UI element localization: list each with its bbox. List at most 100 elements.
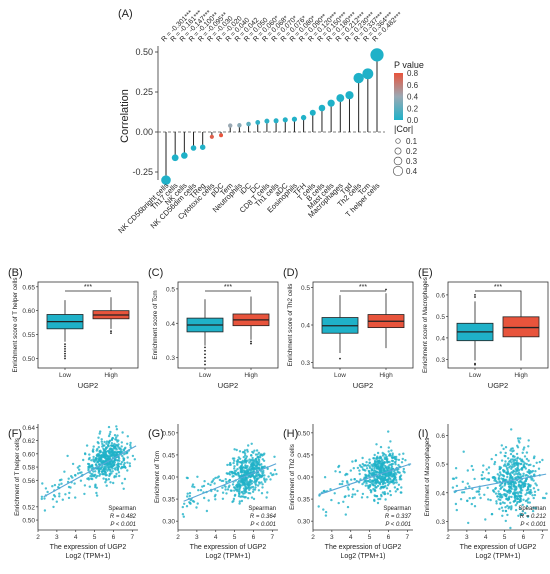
scatter-point xyxy=(361,492,365,496)
scatter-point xyxy=(389,493,392,497)
scatter-point xyxy=(216,489,219,493)
scatter-point xyxy=(517,476,520,479)
scatter-point xyxy=(379,497,382,501)
scatter-point xyxy=(231,500,234,504)
scatter-point xyxy=(392,456,396,459)
scatter-point xyxy=(347,488,350,491)
scatter-point xyxy=(257,458,260,461)
scatter-point xyxy=(497,490,500,493)
legend-pvalue-tick-label: 0.4 xyxy=(407,93,419,102)
scatter-point xyxy=(376,451,380,455)
scatter-point xyxy=(346,481,349,484)
scatter-point xyxy=(478,493,481,496)
scatter-point xyxy=(496,495,499,498)
scatter-point xyxy=(52,505,55,509)
x-axis-label: The expression of UGP2 xyxy=(460,544,537,551)
scatter-point xyxy=(506,513,509,517)
scatter-point xyxy=(519,512,522,516)
scatter-point xyxy=(114,443,118,447)
scatter-point xyxy=(242,466,245,469)
scatter-point xyxy=(383,485,386,489)
scatter-point xyxy=(510,505,513,508)
scatter-point xyxy=(374,489,377,492)
scatter-point xyxy=(358,469,361,472)
x-tick-label: Low xyxy=(199,372,211,379)
scatter-point xyxy=(505,495,508,498)
scatter-point xyxy=(122,463,126,466)
scatter-point xyxy=(512,449,515,452)
scatter-point xyxy=(525,451,529,454)
scatter-point xyxy=(201,485,204,488)
scatter-point xyxy=(380,458,383,461)
scatter-point xyxy=(368,458,371,461)
scatter-point xyxy=(114,445,117,448)
scatter-point xyxy=(249,479,252,483)
scatter-point xyxy=(87,469,90,472)
scatter-point xyxy=(237,494,241,498)
box-body xyxy=(502,316,540,338)
scatter-point xyxy=(516,456,519,459)
scatter-point xyxy=(508,473,512,476)
y-tick-label: 0.60 xyxy=(22,308,35,315)
scatter-point xyxy=(107,462,110,466)
scatter-point xyxy=(524,493,527,496)
scatter-point xyxy=(501,514,504,517)
scatter-point xyxy=(380,460,383,463)
scatter-point xyxy=(242,487,246,490)
scatter-point xyxy=(106,469,109,472)
scatter-point xyxy=(129,443,132,447)
scatter-point xyxy=(246,497,250,500)
scatter-point xyxy=(504,451,507,455)
regression-line xyxy=(183,463,277,502)
scatter-point xyxy=(243,483,246,486)
scatter-point xyxy=(83,492,86,496)
scatter-point xyxy=(372,483,375,486)
lollipop-dot xyxy=(255,120,261,125)
scatter-point xyxy=(506,471,509,474)
scatter-point xyxy=(257,489,261,492)
scatter-point xyxy=(233,467,236,470)
stats-method: Spearman xyxy=(383,506,411,512)
scatter-point xyxy=(98,432,101,435)
scatter-point xyxy=(374,480,377,484)
scatter-point xyxy=(512,500,516,503)
y-tick-label: 0.50 xyxy=(162,430,175,437)
x-tick-label: Low xyxy=(334,372,346,379)
scatter-point xyxy=(390,472,393,475)
scatter-point xyxy=(251,490,255,493)
scatter-point xyxy=(121,454,124,458)
scatter-point xyxy=(390,449,393,452)
scatter-point xyxy=(246,464,249,468)
scatter-point xyxy=(97,436,100,439)
scatter-point xyxy=(124,452,128,455)
scatter-point xyxy=(395,481,398,484)
scatter-point xyxy=(503,454,506,458)
scatter-point xyxy=(514,468,517,471)
y-tick-label: 0.3 xyxy=(436,519,445,526)
scatter-point xyxy=(253,449,256,452)
scatter-point xyxy=(244,465,247,468)
scatter-point xyxy=(128,464,132,468)
legend-cor-label: 0.4 xyxy=(406,167,418,176)
scatter-point xyxy=(238,450,242,453)
scatter-point xyxy=(383,492,387,496)
scatter-point xyxy=(526,470,529,474)
scatter-point xyxy=(92,450,95,453)
scatter-point xyxy=(63,470,66,473)
scatter-point xyxy=(397,483,401,486)
scatter-point xyxy=(473,505,477,508)
lollipop-dot xyxy=(264,118,270,124)
y-tick-label: 0.50 xyxy=(297,430,310,437)
scatter-point xyxy=(251,456,254,460)
scatter-point xyxy=(182,515,185,518)
scatter-point xyxy=(255,473,258,476)
scatter-point xyxy=(117,471,121,474)
scatter-point xyxy=(364,473,367,476)
y-tick-label: 0.30 xyxy=(297,519,310,526)
scatter-point xyxy=(214,476,217,480)
stats-p: P < 0.001 xyxy=(385,522,411,528)
scatter-point xyxy=(254,457,258,461)
scatter-point xyxy=(361,468,365,471)
scatter-point xyxy=(471,468,475,471)
